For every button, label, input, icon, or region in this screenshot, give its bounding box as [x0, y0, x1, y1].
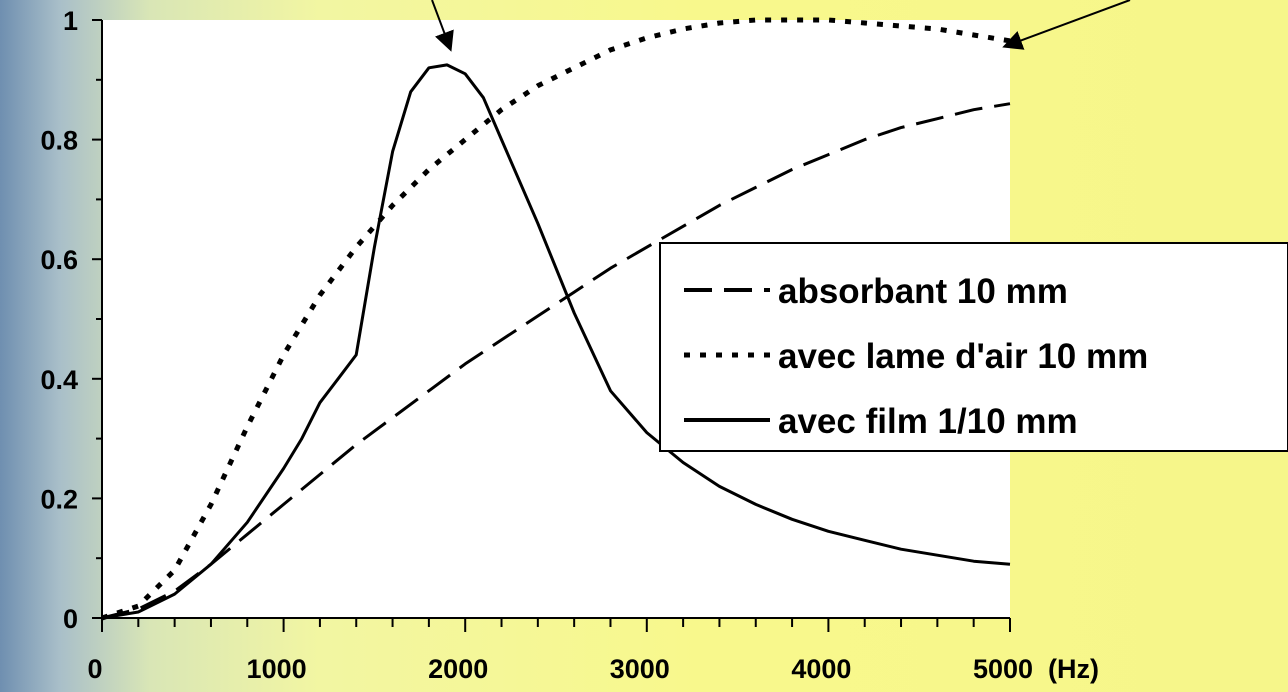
y-tick-label-2: 0.4 [40, 365, 78, 395]
annotation-arrow-peak [431, 0, 454, 52]
legend-label-film: avec film 1/10 mm [778, 402, 1078, 441]
y-tick-label-3: 0.6 [40, 245, 78, 275]
y-tick-label-5: 1 [63, 6, 78, 36]
series-layer [101, 17, 1011, 621]
y-tick-label-0: 0 [63, 604, 78, 634]
x-tick-label-5: 5000 [973, 654, 1033, 684]
x-tick-label-4: 4000 [791, 654, 851, 684]
legend-box [659, 242, 1288, 452]
x-tick-label-3: 3000 [610, 654, 670, 684]
tick-labels: 0 0.2 0.4 0.6 0.8 1 0 1000 2000 3000 4000 5000 [40, 6, 1033, 684]
legend-label-lame-air: avec lame d'air 10 mm [778, 337, 1148, 376]
legend: absorbant 10 mm avec lame d'air 10 mm av… [659, 242, 1288, 452]
axes-layer [92, 19, 1011, 632]
series-line-0 [101, 102, 1011, 620]
y-tick-label-4: 0.8 [40, 126, 78, 156]
series-line-1 [101, 17, 1011, 621]
series-line-2 [101, 63, 1011, 620]
x-tick-label-2: 2000 [428, 654, 488, 684]
annotation-arrow-end [1002, 0, 1131, 50]
legend-label-absorbant: absorbant 10 mm [778, 272, 1068, 311]
y-tick-label-1: 0.2 [40, 484, 78, 514]
x-unit-label: (Hz) [1048, 654, 1099, 684]
x-tick-label-0: 0 [87, 654, 102, 684]
x-tick-label-1: 1000 [247, 654, 307, 684]
